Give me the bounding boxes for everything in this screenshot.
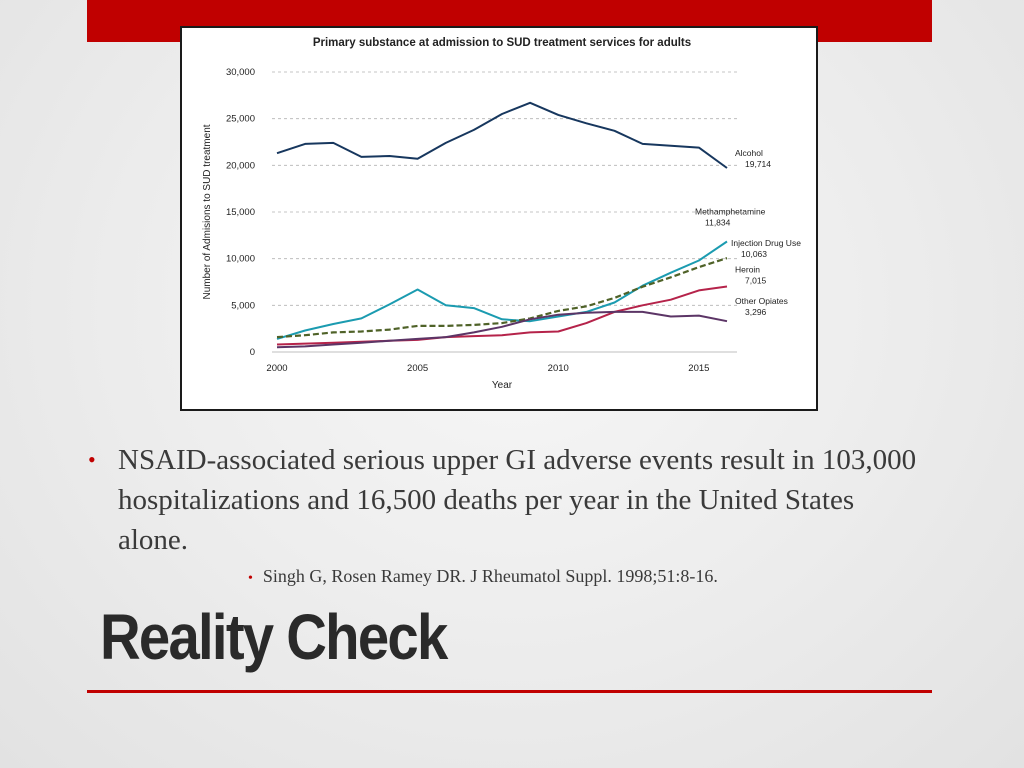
series-name-label: Heroin — [735, 265, 760, 275]
x-tick-label: 2005 — [407, 363, 428, 374]
y-tick-label: 5,000 — [231, 300, 255, 311]
series-name-label: Methamphetamine — [695, 207, 766, 217]
y-tick-label: 25,000 — [226, 114, 255, 125]
y-axis-label: Number of Admisions to SUD treatment — [202, 124, 213, 299]
y-tick-label: 10,000 — [226, 254, 255, 265]
series-name-label: Alcohol — [735, 148, 763, 158]
series-name-label: Other Opiates — [735, 296, 788, 306]
x-tick-label: 2015 — [688, 363, 709, 374]
y-tick-label: 30,000 — [226, 67, 255, 78]
x-tick-label: 2010 — [548, 363, 569, 374]
x-tick-label: 2000 — [266, 363, 287, 374]
y-tick-label: 15,000 — [226, 207, 255, 218]
series-line-other-opiates — [276, 310, 728, 349]
citation-text: Singh G, Rosen Ramey DR. J Rheumatol Sup… — [262, 566, 718, 586]
chart-figure: Primary substance at admission to SUD tr… — [180, 26, 818, 411]
title-underline — [87, 690, 932, 693]
series-name-label: Injection Drug Use — [731, 238, 801, 248]
series-line-methamphetamine — [276, 240, 728, 340]
y-tick-label: 0 — [250, 347, 255, 358]
series-line-injection-drug-use — [276, 257, 728, 339]
series-value-label: 10,063 — [741, 249, 767, 259]
series-value-label: 11,834 — [705, 218, 731, 228]
line-chart: Primary substance at admission to SUD tr… — [202, 37, 801, 391]
y-tick-label: 20,000 — [226, 160, 255, 171]
citation-bullet: • Singh G, Rosen Ramey DR. J Rheumatol Su… — [248, 566, 718, 587]
bullet-dot: • — [248, 571, 253, 586]
bullet-text: NSAID-associated serious upper GI advers… — [118, 444, 917, 556]
series-line-alcohol — [276, 101, 728, 169]
series-value-label: 7,015 — [745, 276, 767, 286]
series-value-label: 3,296 — [745, 307, 767, 317]
bullet-dot: • — [88, 447, 96, 472]
chart-title: Primary substance at admission to SUD tr… — [313, 37, 691, 49]
main-bullet: • NSAID-associated serious upper GI adve… — [88, 440, 948, 560]
series-value-label: 19,714 — [745, 159, 771, 169]
x-axis-label: Year — [492, 380, 513, 391]
series-line-heroin — [276, 285, 728, 346]
slide-title: Reality Check — [100, 601, 448, 673]
